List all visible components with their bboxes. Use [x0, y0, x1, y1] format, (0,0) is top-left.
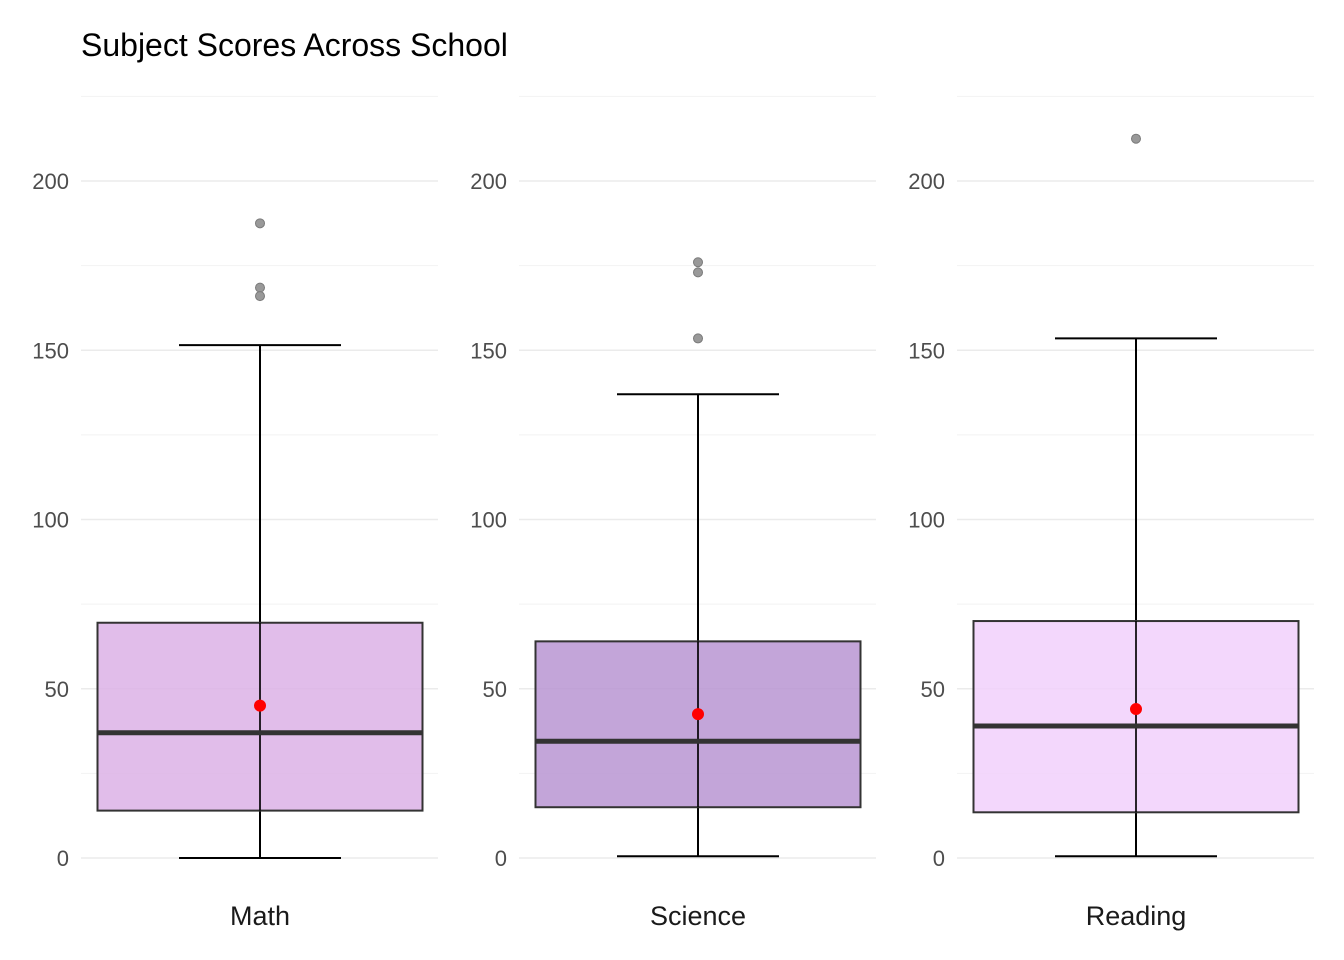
panel-reading: 0 50 100 150 200 Reading: [908, 95, 1314, 931]
mean-point: [254, 699, 266, 712]
y-tick-label: 150: [908, 338, 945, 363]
panels: 0 50 100 150 200 Math 0 50 100 150 200 Science 0 50 10…: [32, 95, 1314, 931]
panel-math: 0 50 100 150 200 Math: [32, 95, 438, 931]
y-tick-label: 150: [32, 338, 69, 363]
y-tick-label: 50: [483, 677, 507, 702]
panel-science: 0 50 100 150 200 Science: [470, 95, 876, 931]
outlier-point: [693, 333, 703, 344]
category-label: Math: [230, 901, 290, 931]
mean-point: [1130, 703, 1142, 716]
y-tick-label: 50: [45, 677, 69, 702]
chart-title: Subject Scores Across School: [81, 27, 508, 63]
y-tick-label: 200: [470, 169, 507, 194]
y-tick-label: 100: [908, 508, 945, 533]
y-tick-label: 100: [32, 508, 69, 533]
y-tick-label: 150: [470, 338, 507, 363]
outlier-point: [693, 267, 703, 278]
y-tick-label: 0: [933, 846, 945, 871]
outlier-point: [693, 257, 703, 268]
y-tick-label: 200: [32, 169, 69, 194]
category-label: Reading: [1086, 901, 1187, 931]
y-tick-label: 200: [908, 169, 945, 194]
y-tick-label: 50: [921, 677, 945, 702]
category-label: Science: [650, 901, 746, 931]
y-tick-label: 0: [57, 846, 69, 871]
y-tick-label: 0: [495, 846, 507, 871]
y-tick-label: 100: [470, 508, 507, 533]
outlier-point: [1131, 133, 1141, 144]
mean-point: [692, 708, 704, 721]
outlier-point: [255, 218, 265, 229]
outlier-point: [255, 282, 265, 293]
outlier-point: [255, 291, 265, 302]
